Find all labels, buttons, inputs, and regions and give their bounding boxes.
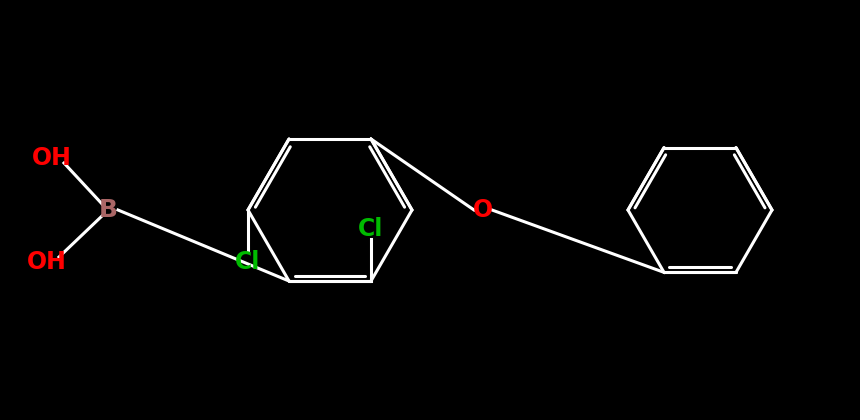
Text: O: O	[473, 198, 493, 222]
Text: B: B	[99, 198, 118, 222]
Text: OH: OH	[32, 146, 72, 170]
Text: Cl: Cl	[359, 217, 384, 241]
Text: OH: OH	[27, 250, 67, 274]
Text: Cl: Cl	[236, 250, 261, 274]
